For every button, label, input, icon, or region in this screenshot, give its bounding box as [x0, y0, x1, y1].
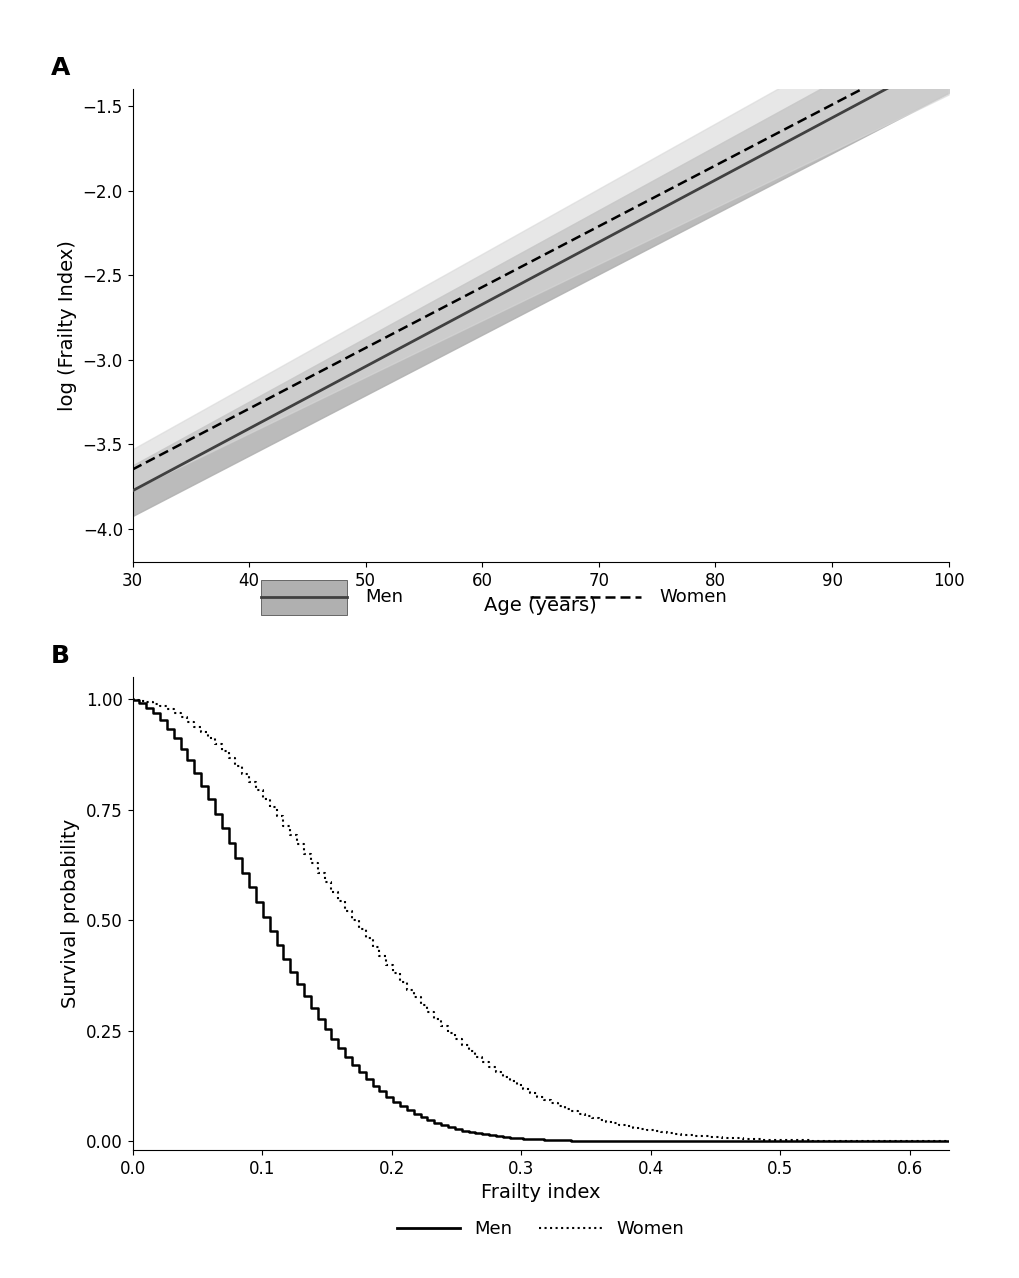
Text: A: A [51, 56, 70, 81]
Text: Women: Women [658, 588, 726, 607]
FancyBboxPatch shape [261, 579, 346, 615]
X-axis label: Age (years): Age (years) [484, 596, 596, 615]
Legend: Men, Women: Men, Women [389, 1213, 691, 1245]
Text: B: B [51, 644, 70, 668]
X-axis label: Frailty index: Frailty index [480, 1183, 600, 1203]
Y-axis label: log (Frailty Index): log (Frailty Index) [58, 240, 77, 412]
Y-axis label: Survival probability: Survival probability [61, 819, 81, 1008]
Text: Men: Men [365, 588, 403, 607]
